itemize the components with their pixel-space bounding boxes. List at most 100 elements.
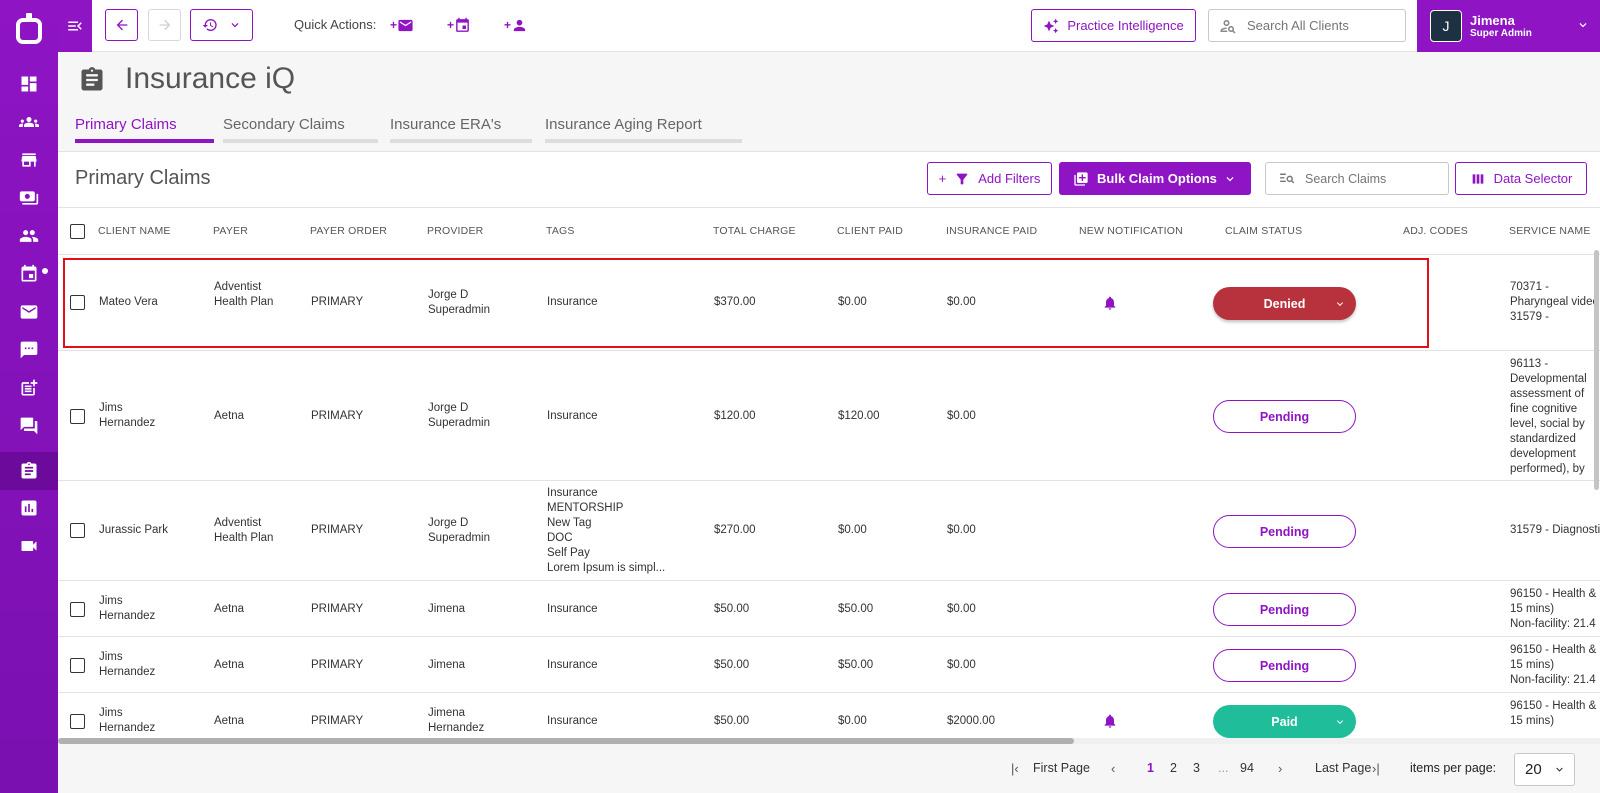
page-number[interactable]: 2 xyxy=(1170,761,1177,775)
history-button[interactable] xyxy=(190,9,253,41)
tab-primary-claims[interactable]: Primary Claims xyxy=(75,116,214,143)
column-header[interactable]: PAYER ORDER xyxy=(310,225,388,237)
chevron-down-icon xyxy=(1556,767,1563,772)
table-row[interactable]: Jims Hernandez Aetna PRIMARY Jimena Insu… xyxy=(58,581,1600,637)
scrollbar-thumb[interactable] xyxy=(58,738,1074,744)
last-page-icon[interactable]: ›| xyxy=(1372,761,1380,776)
search-claims[interactable] xyxy=(1265,162,1449,195)
last-page-button[interactable]: Last Page xyxy=(1315,761,1372,775)
search-claims-input[interactable] xyxy=(1305,171,1435,186)
claim-status-dropdown[interactable]: Denied xyxy=(1213,287,1356,320)
data-selector-button[interactable]: Data Selector xyxy=(1455,162,1587,195)
add-appointment-button[interactable]: + xyxy=(447,16,471,34)
page-number[interactable]: 1 xyxy=(1147,761,1154,775)
column-header[interactable]: CLIENT NAME xyxy=(98,225,171,237)
video-icon[interactable] xyxy=(16,534,42,558)
table-row[interactable]: Mateo Vera Adventist Health Plan PRIMARY… xyxy=(58,255,1600,351)
store-icon[interactable] xyxy=(16,148,42,172)
row-checkbox[interactable] xyxy=(70,409,85,424)
column-header[interactable]: TOTAL CHARGE xyxy=(713,225,796,237)
client-name[interactable]: Jurassic Park xyxy=(99,524,169,536)
first-page-icon[interactable]: |‹ xyxy=(1011,761,1019,776)
mail-icon[interactable] xyxy=(16,300,42,324)
next-page-icon[interactable]: › xyxy=(1278,761,1283,776)
client-name[interactable]: Mateo Vera xyxy=(99,296,158,308)
table-row[interactable]: Jims Hernandez Aetna PRIMARY Jimena Insu… xyxy=(58,637,1600,693)
add-filters-button[interactable]: + Add Filters xyxy=(927,162,1052,195)
row-checkbox[interactable] xyxy=(70,602,85,617)
client-name[interactable]: Jims Hernandez xyxy=(99,595,156,622)
client-paid: $120.00 xyxy=(838,410,880,422)
add-message-button[interactable]: + xyxy=(390,16,414,34)
provider: Jimena Hernandez xyxy=(428,707,485,734)
row-checkbox[interactable] xyxy=(70,295,85,310)
billing-icon[interactable] xyxy=(16,186,42,210)
claim-status-badge[interactable]: Pending xyxy=(1213,400,1356,433)
clients-icon[interactable] xyxy=(16,110,42,134)
chat-icon[interactable] xyxy=(16,338,42,362)
user-menu[interactable]: J Jimena Super Admin xyxy=(1417,0,1600,52)
chevron-down-icon xyxy=(1579,23,1587,28)
table-row[interactable]: Jurassic Park Adventist Health Plan PRIM… xyxy=(58,481,1600,581)
row-checkbox[interactable] xyxy=(70,658,85,673)
column-header[interactable]: PROVIDER xyxy=(427,225,484,237)
page-number[interactable]: 94 xyxy=(1240,761,1254,775)
section-title: Primary Claims xyxy=(75,167,211,189)
row-checkbox[interactable] xyxy=(70,523,85,538)
search-clients-input[interactable] xyxy=(1247,18,1387,33)
tags: Insurance xyxy=(547,715,598,727)
column-header[interactable]: ADJ. CODES xyxy=(1403,225,1469,237)
tags: Insurance xyxy=(547,296,598,308)
back-button[interactable] xyxy=(105,9,138,41)
page-header: Insurance iQ Primary Claims Secondary Cl… xyxy=(58,52,1600,152)
search-all-clients[interactable] xyxy=(1208,9,1406,42)
horizontal-scrollbar[interactable] xyxy=(58,738,1600,744)
column-header[interactable]: CLIENT PAID xyxy=(837,225,903,237)
items-per-page-select[interactable]: 20 xyxy=(1514,753,1575,786)
column-header[interactable]: CLAIM STATUS xyxy=(1225,225,1303,237)
column-header[interactable]: TAGS xyxy=(546,225,575,237)
claim-status-badge[interactable]: Pending xyxy=(1213,515,1356,548)
bulk-claim-options-button[interactable]: Bulk Claim Options xyxy=(1059,162,1251,195)
notes-icon[interactable] xyxy=(16,376,42,400)
total-charge: $120.00 xyxy=(714,410,756,422)
first-page-button[interactable]: First Page xyxy=(1033,761,1090,775)
bell-icon[interactable] xyxy=(1102,713,1118,729)
dashboard-icon[interactable] xyxy=(16,72,42,96)
table-row[interactable]: Jims Hernandez Aetna PRIMARY Jorge D Sup… xyxy=(58,351,1600,481)
tab-insurance-aging-report[interactable]: Insurance Aging Report xyxy=(545,116,742,143)
column-header[interactable]: INSURANCE PAID xyxy=(946,225,1038,237)
table-row[interactable]: Jims Hernandez Aetna PRIMARY Jimena Hern… xyxy=(58,693,1600,738)
client-name[interactable]: Jims Hernandez xyxy=(99,402,156,429)
service-name: 96150 - Health & 15 mins) xyxy=(1510,700,1597,727)
bell-icon[interactable] xyxy=(1102,295,1118,311)
tab-secondary-claims[interactable]: Secondary Claims xyxy=(223,116,378,143)
page-number[interactable]: 3 xyxy=(1193,761,1200,775)
calendar-icon[interactable] xyxy=(16,262,42,286)
column-header[interactable]: NEW NOTIFICATION xyxy=(1079,225,1183,237)
claim-status-badge[interactable]: Pending xyxy=(1213,593,1356,626)
staff-icon[interactable] xyxy=(16,224,42,248)
forum-icon[interactable] xyxy=(16,414,42,438)
insurance-icon[interactable] xyxy=(0,452,58,490)
client-name[interactable]: Jims Hernandez xyxy=(99,707,156,734)
claim-status-badge[interactable]: Pending xyxy=(1213,649,1356,682)
row-checkbox[interactable] xyxy=(70,714,85,729)
select-all-checkbox[interactable] xyxy=(70,224,85,239)
forward-button[interactable] xyxy=(148,9,181,41)
menu-collapse-icon xyxy=(68,21,82,31)
add-client-button[interactable]: + xyxy=(504,16,528,34)
menu-toggle-button[interactable] xyxy=(58,0,92,52)
column-header[interactable]: PAYER xyxy=(213,225,249,237)
tab-insurance-eras[interactable]: Insurance ERA's xyxy=(390,116,532,143)
top-bar: Quick Actions: + + + Practice Intelligen… xyxy=(58,0,1600,52)
column-header[interactable]: SERVICE NAME xyxy=(1509,225,1591,237)
reports-icon[interactable] xyxy=(16,496,42,520)
arrow-left-icon xyxy=(116,19,127,31)
vertical-scrollbar[interactable] xyxy=(1594,250,1599,490)
app-logo[interactable] xyxy=(16,13,42,44)
client-name[interactable]: Jims Hernandez xyxy=(99,651,156,678)
prev-page-icon[interactable]: ‹ xyxy=(1111,761,1116,776)
practice-intelligence-button[interactable]: Practice Intelligence xyxy=(1031,9,1196,42)
claim-status-dropdown[interactable]: Paid xyxy=(1213,705,1356,738)
